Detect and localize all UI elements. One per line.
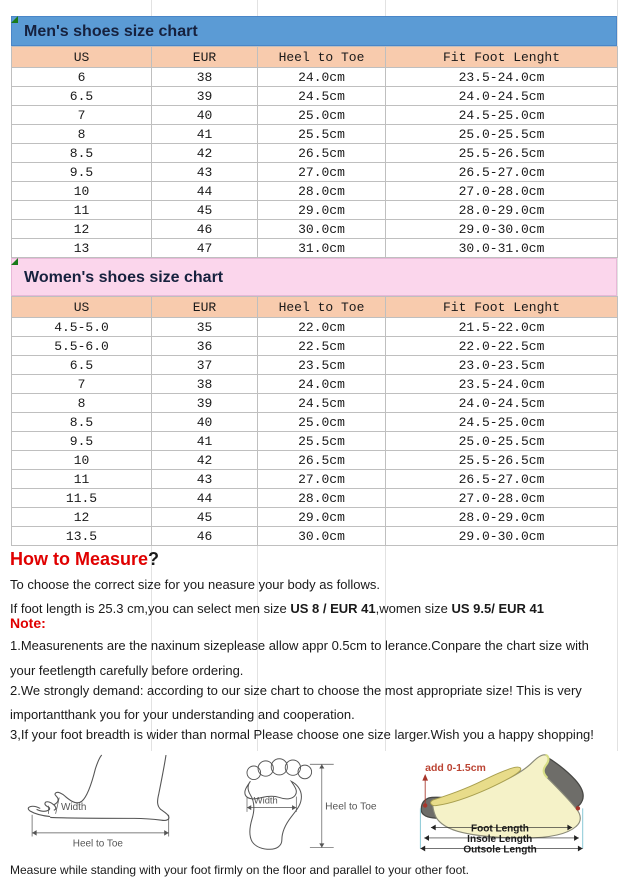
svg-text:Heel to Toe: Heel to Toe	[73, 838, 124, 849]
svg-text:Width: Width	[61, 802, 86, 813]
svg-text:Heel to Toe: Heel to Toe	[325, 801, 377, 812]
svg-text:add 0-1.5cm: add 0-1.5cm	[425, 762, 486, 774]
svg-text:Foot Length: Foot Length	[471, 823, 529, 834]
svg-text:Insole Length: Insole Length	[467, 834, 532, 845]
svg-text:Outsole Length: Outsole Length	[463, 844, 536, 855]
svg-text:Width: Width	[254, 795, 278, 805]
